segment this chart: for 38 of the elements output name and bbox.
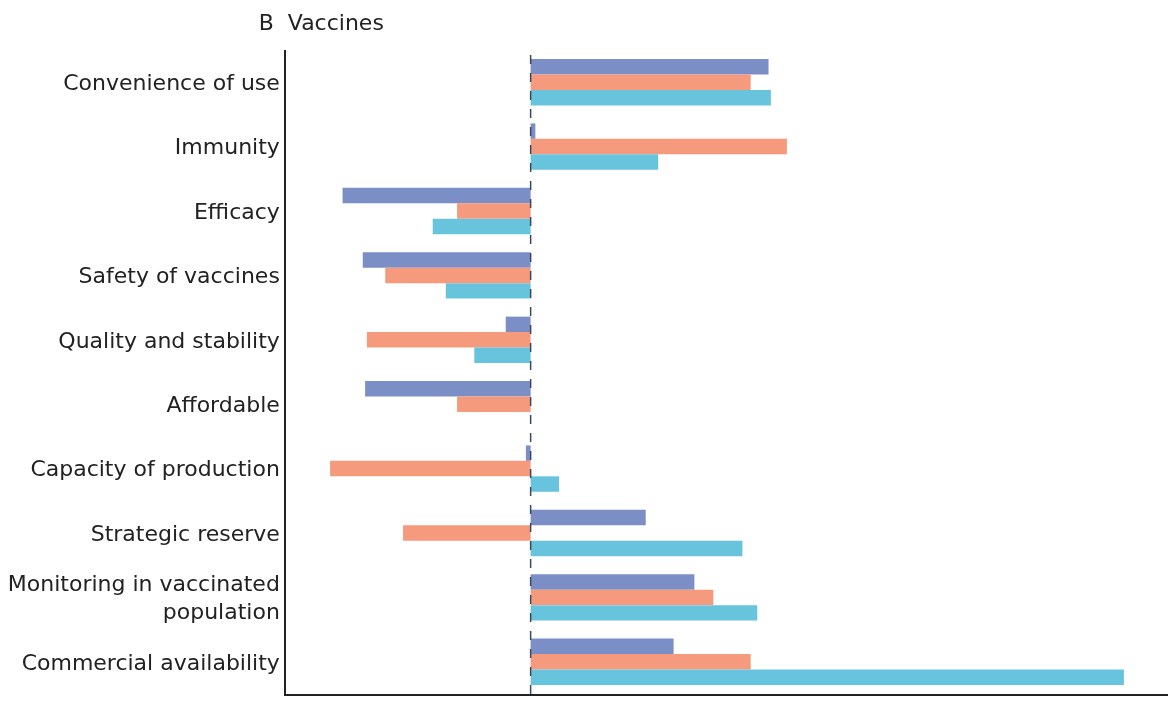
bar [530,74,751,90]
bar [365,381,531,397]
bar [457,396,531,412]
bar [530,476,560,492]
bar [530,59,769,75]
chart-title: B Vaccines [258,9,384,35]
y-tick-label: Immunity [174,134,280,160]
bar [432,218,531,235]
bar [457,203,531,219]
bar [530,540,743,557]
y-tick-label: Monitoring in vaccinated population [7,570,280,625]
bar [385,267,531,284]
bar [366,332,531,348]
y-tick-label: Capacity of production [30,456,280,482]
bar [530,138,787,155]
bar [530,589,714,606]
bar [530,605,758,621]
bar [530,638,674,655]
bar [530,654,751,670]
y-tick-label: Convenience of use [63,69,280,95]
bar [530,89,771,106]
y-tick-label: Strategic reserve [90,520,280,546]
bar [342,187,531,204]
bar [445,283,531,299]
y-tick-label: Efficacy [193,198,280,224]
bar [403,525,531,541]
bar [505,316,531,333]
y-tick-label: Commercial availability [21,649,280,675]
bar [530,509,646,526]
bar [530,574,695,590]
bar [530,154,659,170]
bar [330,460,531,477]
y-tick-label: Affordable [166,391,280,417]
y-tick-label: Safety of vaccines [78,263,280,289]
bar [530,669,1124,685]
bar [474,347,531,363]
y-tick-label: Quality and stability [58,327,280,353]
bar [362,252,531,268]
